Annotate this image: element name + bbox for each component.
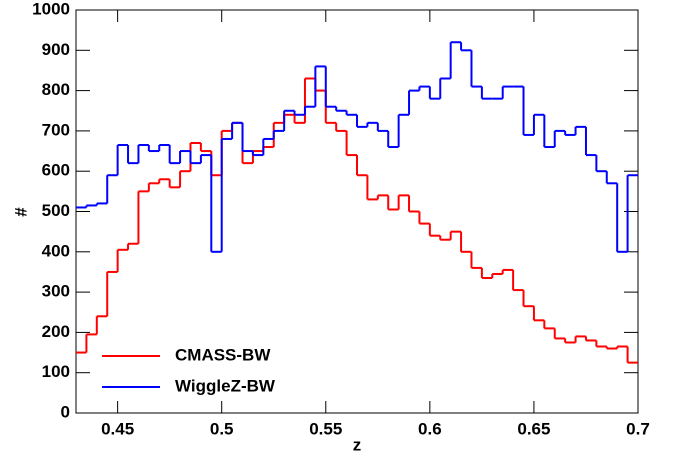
- x-tick-label: 0.5: [210, 419, 234, 438]
- y-axis-label: #: [11, 207, 30, 217]
- y-tick-label: 700: [42, 120, 70, 139]
- x-tick-label: 0.65: [517, 419, 550, 438]
- legend-label: CMASS-BW: [175, 345, 271, 364]
- x-tick-label: 0.45: [101, 419, 134, 438]
- plot-frame: [75, 9, 639, 414]
- y-tick-label: 0: [61, 402, 70, 421]
- y-tick-label: 300: [42, 282, 70, 301]
- y-tick-label: 1000: [32, 0, 70, 18]
- y-tick-label: 100: [42, 362, 70, 381]
- legend-label: WiggleZ-BW: [175, 376, 276, 395]
- y-tick-label: 800: [42, 80, 70, 99]
- x-axis-label: z: [353, 435, 362, 454]
- y-tick-label: 400: [42, 241, 70, 260]
- y-tick-label: 500: [42, 201, 70, 220]
- x-tick-label: 0.7: [626, 419, 650, 438]
- y-tick-label: 200: [42, 322, 70, 341]
- x-tick-label: 0.6: [418, 419, 442, 438]
- y-tick-label: 600: [42, 161, 70, 180]
- y-tick-label: 900: [42, 40, 70, 59]
- x-tick-label: 0.55: [309, 419, 342, 438]
